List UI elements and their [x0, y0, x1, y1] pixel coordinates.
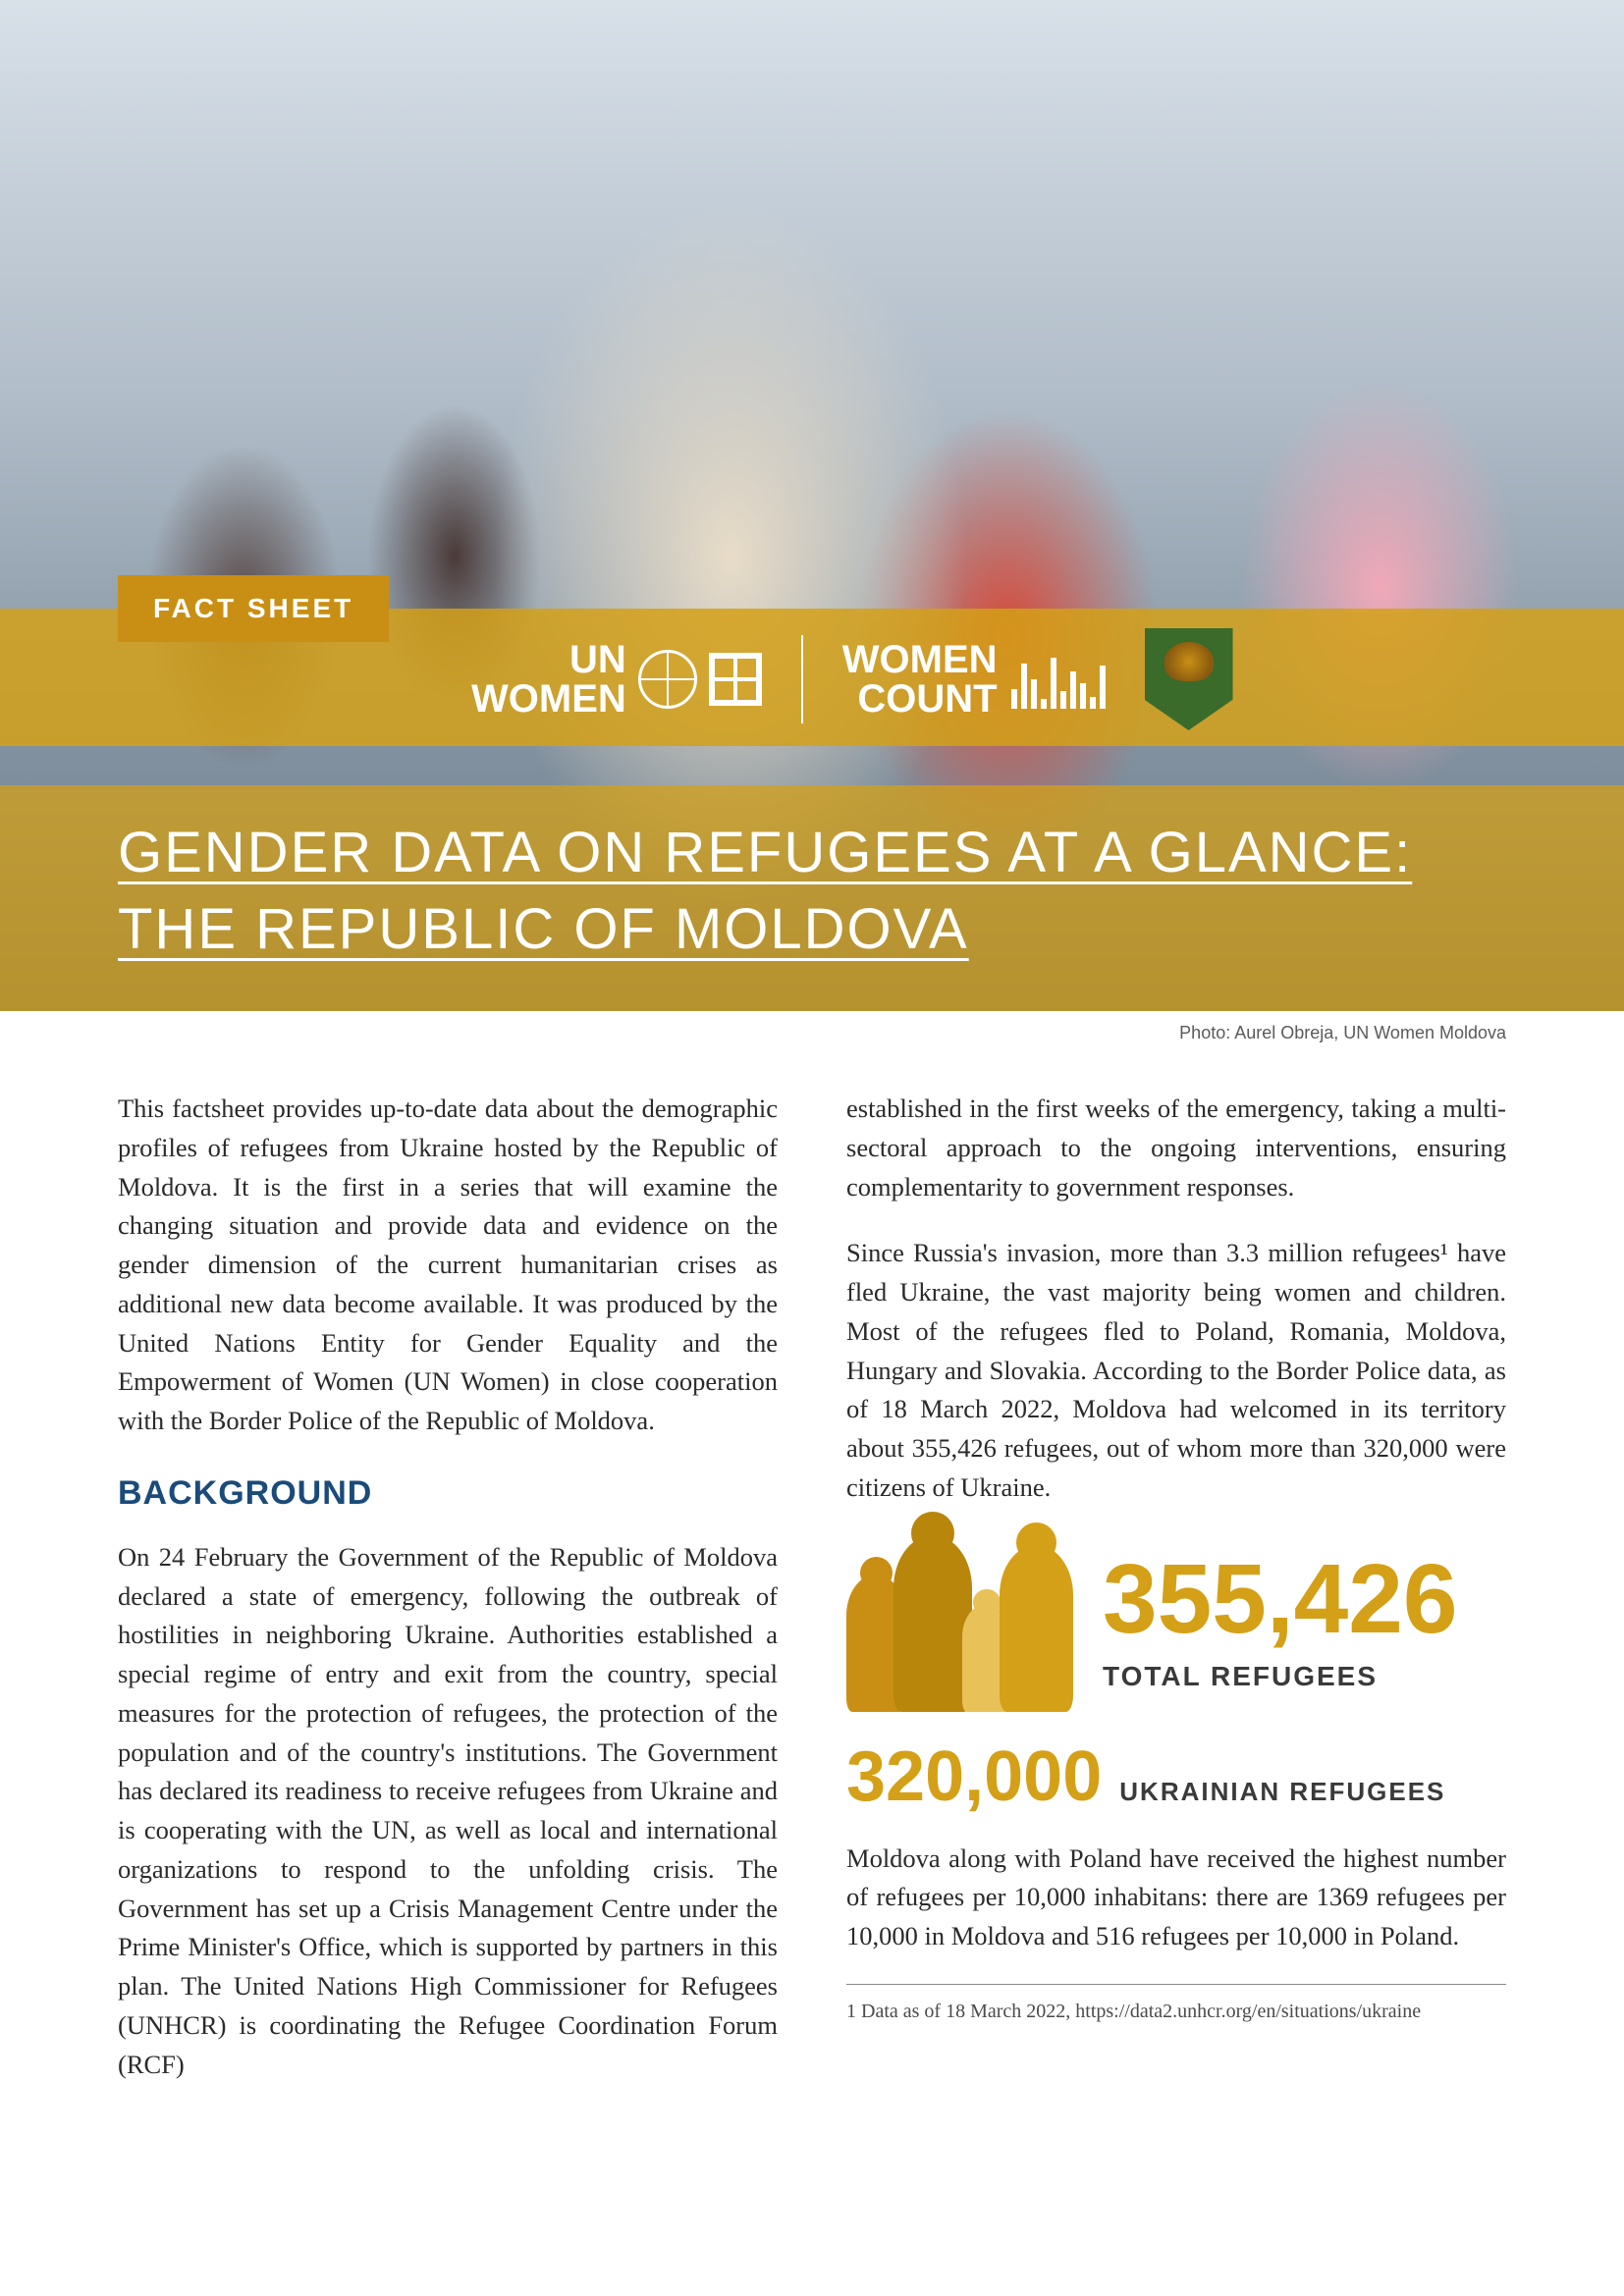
- people-silhouette-icon: [846, 1535, 1073, 1712]
- column-right: established in the first weeks of the em…: [846, 1090, 1506, 2111]
- footnote-rule: [846, 1984, 1506, 1985]
- total-refugees-label: TOTAL REFUGEES: [1103, 1656, 1457, 1697]
- logo-row: UN WOMEN WOMEN COUNT: [471, 628, 1233, 730]
- logo-divider: [801, 635, 803, 723]
- photo-credit: Photo: Aurel Obreja, UN Women Moldova: [1179, 1023, 1506, 1043]
- column-left: This factsheet provides up-to-date data …: [118, 1090, 778, 2111]
- col2-paragraph-1: established in the first weeks of the em…: [846, 1090, 1506, 1206]
- ukrainian-refugees-label: UKRAINIAN REFUGEES: [1119, 1773, 1445, 1811]
- women-count-logo: WOMEN COUNT: [842, 640, 1106, 719]
- main-title: GENDER DATA ON REFUGEES AT A GLANCE: THE…: [118, 815, 1506, 969]
- body-content: This factsheet provides up-to-date data …: [118, 1090, 1506, 2111]
- equality-grid-icon: [709, 653, 762, 706]
- hero-section: FACT SHEET UN WOMEN WOMEN COUNT GENDER D…: [0, 0, 1624, 1011]
- moldova-shield-icon: [1145, 628, 1233, 730]
- footnote: 1 Data as of 18 March 2022, https://data…: [846, 1997, 1506, 2026]
- col2-paragraph-3: Moldova along with Poland have received …: [846, 1840, 1506, 1956]
- ukrainian-refugees-number: 320,000: [846, 1741, 1102, 1812]
- title-overlay: GENDER DATA ON REFUGEES AT A GLANCE: THE…: [0, 785, 1624, 1011]
- stat-total-row: 355,426 TOTAL REFUGEES: [846, 1535, 1506, 1712]
- fact-sheet-badge: FACT SHEET: [118, 575, 389, 642]
- un-women-logo: UN WOMEN: [471, 640, 762, 719]
- total-refugees-number: 355,426: [1103, 1550, 1457, 1648]
- stat-ukrainian-row: 320,000 UKRAINIAN REFUGEES: [846, 1741, 1506, 1812]
- background-paragraph: On 24 February the Government of the Rep…: [118, 1538, 778, 2085]
- unwomen-line2: WOMEN: [471, 679, 626, 719]
- wc-line2: COUNT: [842, 679, 998, 719]
- women-count-bars-icon: [1011, 650, 1106, 709]
- wc-line1: WOMEN: [842, 640, 998, 679]
- statistics-block: 355,426 TOTAL REFUGEES 320,000 UKRAINIAN…: [846, 1535, 1506, 1812]
- col2-paragraph-2: Since Russia's invasion, more than 3.3 m…: [846, 1234, 1506, 1507]
- background-heading: BACKGROUND: [118, 1468, 778, 1519]
- intro-paragraph: This factsheet provides up-to-date data …: [118, 1090, 778, 1441]
- un-globe-icon: [638, 650, 697, 709]
- unwomen-line1: UN: [471, 640, 626, 679]
